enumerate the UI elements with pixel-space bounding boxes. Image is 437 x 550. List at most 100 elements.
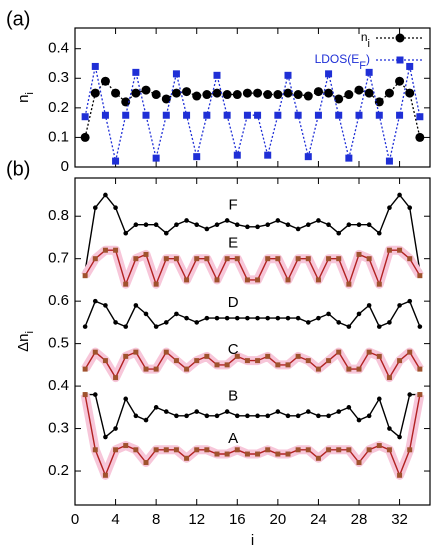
- point: [204, 447, 210, 453]
- point: [285, 222, 291, 228]
- point: [82, 273, 88, 279]
- y-axis-label-part: n: [15, 95, 32, 103]
- point: [356, 251, 362, 257]
- point: [162, 111, 170, 119]
- point: [255, 277, 261, 283]
- point: [143, 222, 149, 228]
- point: [232, 90, 242, 100]
- point: [253, 88, 263, 98]
- point: [274, 111, 282, 119]
- point: [407, 447, 413, 453]
- y-tick-label: 0.5: [48, 335, 69, 352]
- point: [234, 315, 240, 321]
- point: [374, 97, 384, 107]
- point: [305, 358, 311, 364]
- point: [174, 222, 179, 228]
- point: [305, 256, 311, 262]
- point: [214, 315, 220, 321]
- x-tick-label: 16: [229, 511, 246, 528]
- point: [326, 311, 331, 317]
- point: [184, 315, 189, 321]
- point: [113, 447, 119, 453]
- point: [82, 324, 88, 329]
- point: [397, 472, 403, 478]
- point: [376, 230, 382, 236]
- point: [243, 111, 251, 119]
- point: [202, 90, 212, 100]
- panel-label: (a): [6, 8, 30, 30]
- point: [255, 413, 260, 419]
- point: [224, 256, 230, 262]
- point: [316, 315, 321, 321]
- point: [366, 222, 372, 228]
- point: [396, 111, 404, 119]
- point: [255, 358, 261, 364]
- point: [326, 413, 331, 419]
- point: [153, 281, 159, 287]
- point: [285, 315, 291, 321]
- point: [265, 447, 271, 453]
- point: [416, 113, 424, 121]
- point: [133, 349, 139, 355]
- point: [366, 447, 372, 453]
- point: [295, 413, 301, 419]
- point: [133, 256, 139, 262]
- point: [183, 111, 191, 119]
- point: [345, 154, 353, 162]
- point: [141, 85, 151, 95]
- point: [123, 230, 129, 236]
- point: [122, 111, 130, 119]
- series-label: D: [228, 294, 239, 311]
- point: [346, 222, 352, 228]
- legend-marker: [395, 33, 405, 43]
- point: [224, 409, 230, 414]
- point: [356, 417, 362, 423]
- point: [204, 256, 210, 262]
- point: [336, 320, 342, 325]
- point: [102, 472, 108, 478]
- point: [223, 111, 231, 119]
- x-axis-label: i: [251, 532, 254, 549]
- point: [355, 111, 363, 119]
- point: [194, 358, 200, 364]
- point: [90, 88, 100, 98]
- point: [174, 311, 179, 317]
- y-tick-label: 0.4: [48, 40, 69, 57]
- point: [315, 366, 321, 372]
- point: [336, 256, 342, 262]
- point: [102, 247, 108, 253]
- point: [153, 222, 159, 228]
- point: [163, 409, 169, 414]
- point: [113, 205, 118, 211]
- point: [305, 222, 311, 228]
- point: [397, 434, 402, 440]
- point: [151, 90, 161, 100]
- point: [295, 226, 301, 232]
- point: [397, 247, 403, 253]
- point: [255, 315, 260, 321]
- point: [173, 256, 179, 262]
- point: [113, 375, 119, 381]
- legend-label-part: ): [366, 52, 370, 66]
- point: [123, 396, 129, 402]
- point: [265, 353, 271, 359]
- point: [92, 392, 98, 397]
- point: [285, 451, 291, 457]
- x-tick-label: 24: [310, 511, 327, 528]
- point: [407, 392, 413, 397]
- point: [92, 256, 98, 262]
- point: [346, 447, 352, 453]
- point: [174, 413, 179, 419]
- point: [275, 451, 281, 457]
- y-tick-label: 0.4: [48, 377, 69, 394]
- point: [163, 230, 169, 236]
- series-band: [80, 393, 425, 480]
- point: [92, 349, 98, 355]
- point: [224, 315, 230, 321]
- series-label: E: [228, 235, 238, 252]
- series-line: [84, 351, 421, 380]
- point: [245, 413, 250, 419]
- point: [366, 413, 372, 419]
- point: [92, 205, 98, 211]
- point: [245, 224, 250, 230]
